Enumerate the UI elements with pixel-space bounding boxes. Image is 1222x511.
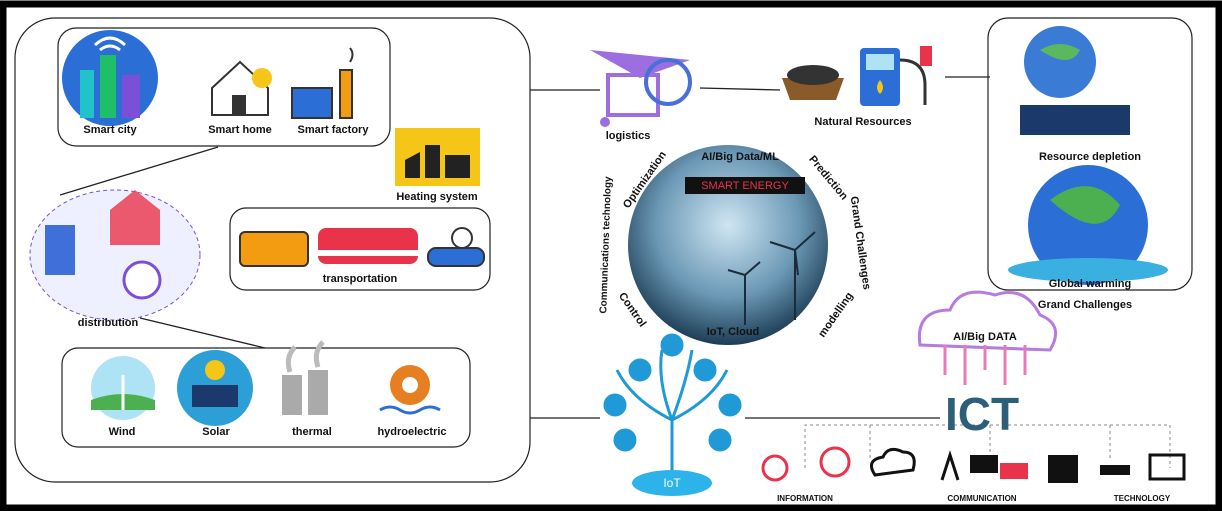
ring-label: AI/Big Data/ML — [701, 151, 779, 163]
label: Resource depletion — [1039, 151, 1141, 163]
label: Smart home — [208, 124, 272, 136]
label: Smart city — [83, 124, 137, 136]
diagram: Smart city Smart home Smart factory Heat… — [0, 0, 1222, 511]
label: logistics — [606, 130, 651, 142]
label: Natural Resources — [814, 116, 911, 128]
label: Solar — [202, 426, 230, 438]
label: hydroelectric — [377, 426, 446, 438]
label: distribution — [78, 317, 139, 329]
label: AI/Big DATA — [953, 331, 1017, 343]
label: Wind — [109, 426, 136, 438]
label: Heating system — [396, 191, 478, 203]
iot-label: IoT — [663, 476, 681, 490]
label: INFORMATION — [777, 494, 833, 503]
label: Global warming — [1049, 278, 1132, 290]
label: transportation — [323, 273, 398, 285]
label: COMMUNICATION — [947, 494, 1016, 503]
smart-energy-circle — [628, 145, 828, 345]
label: TECHNOLOGY — [1114, 494, 1171, 503]
ring-label: IoT, Cloud — [707, 326, 760, 338]
smart-energy-title: SMART ENERGY — [701, 180, 789, 192]
label: Smart factory — [298, 124, 370, 136]
label: thermal — [292, 426, 332, 438]
label: Grand Challenges — [1038, 299, 1132, 311]
distribution-icon — [30, 190, 200, 320]
ict-title: ICT — [945, 388, 1019, 440]
